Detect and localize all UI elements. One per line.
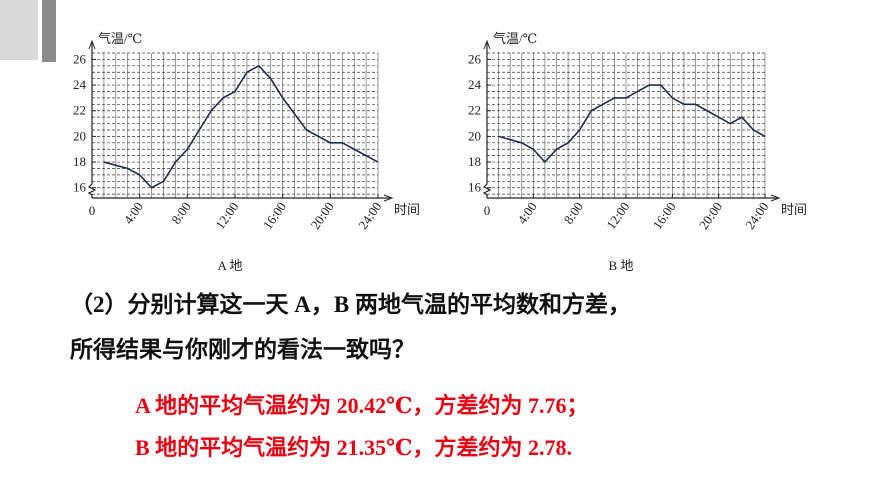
y-tick-label: 16 [468, 180, 482, 195]
decor [42, 0, 56, 62]
x-tick-label: 0 [484, 203, 491, 218]
y-axis-label: 气温/℃ [98, 31, 142, 46]
x-tick-label: 8:00 [561, 199, 587, 227]
y-tick-label: 20 [468, 128, 481, 143]
line [103, 64, 379, 189]
x-axis-label: 时间 [781, 202, 807, 217]
y-tick-label: 26 [468, 51, 482, 66]
charts: 16 18 20 22 24 26 0 4:00 8:00 12:00 16:00 20:00 24:0… [0, 0, 807, 273]
answer-line: B 地的平均气温约为 21.35℃，方差约为 2.78. [135, 435, 573, 460]
x-tick-label: 24:00 [742, 199, 771, 232]
x-tick-label: 4:00 [514, 199, 540, 227]
y-arrow [88, 39, 96, 50]
x-tick-label: 20:00 [308, 199, 337, 232]
decor [0, 0, 38, 60]
x-axis-label: 时间 [394, 202, 420, 217]
y-tick-label: 22 [468, 103, 481, 118]
question-line: 所得结果与你刚才的看法一致吗？ [70, 337, 415, 362]
y-axis-label: 气温/℃ [493, 31, 537, 46]
x-tick-label: 0 [89, 203, 96, 218]
y-tick-label: 16 [73, 180, 87, 195]
line [498, 84, 766, 164]
x-arrow [383, 194, 394, 202]
x-tick-label: 8:00 [168, 199, 194, 227]
x-tick-label: 20:00 [696, 199, 725, 232]
y-tick-label: 20 [73, 128, 86, 143]
x-tick-label: 16:00 [650, 199, 679, 232]
y-axis [482, 43, 492, 198]
x-tick-label: 12:00 [212, 199, 241, 232]
y-tick-label: 18 [468, 154, 481, 169]
x-tick-label: 4:00 [121, 199, 147, 227]
y-axis [87, 43, 97, 198]
answer-line: A 地的平均气温约为 20.42℃，方差约为 7.76； [135, 393, 589, 418]
y-tick-label: 18 [73, 154, 86, 169]
y-tick-label: 24 [73, 77, 87, 92]
x-arrow [770, 194, 781, 202]
x-tick-label: 24:00 [355, 199, 384, 232]
y-tick-label: 22 [73, 103, 86, 118]
y-tick-label: 26 [73, 51, 87, 66]
x-tick-label: 16:00 [260, 199, 289, 232]
chart-caption: B 地 [609, 258, 634, 273]
y-arrow [483, 39, 491, 50]
question-line: （2）分别计算这一天 A，B 两地气温的平均数和方差， [70, 292, 631, 317]
y-tick-label: 24 [468, 77, 482, 92]
x-tick-label: 12:00 [603, 199, 632, 232]
chart-caption: A 地 [218, 258, 243, 273]
